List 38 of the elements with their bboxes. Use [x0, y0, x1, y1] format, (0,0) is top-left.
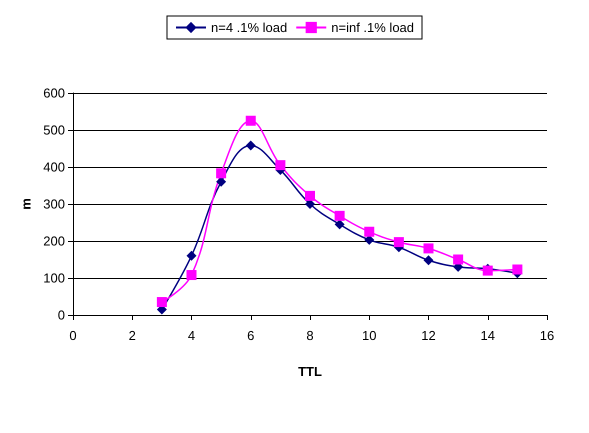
x-tick-label: 0 — [69, 328, 77, 343]
x-tick-label: 8 — [306, 328, 314, 343]
point — [186, 250, 196, 261]
point — [246, 116, 256, 126]
point — [424, 255, 434, 266]
point — [275, 160, 286, 170]
y-tick-label: 400 — [43, 160, 65, 174]
point — [186, 270, 196, 280]
point — [424, 243, 434, 254]
point — [156, 297, 167, 308]
y-tick-label: 600 — [43, 86, 65, 100]
y-tick-label: 100 — [43, 270, 65, 286]
point — [334, 219, 345, 230]
point — [216, 176, 226, 187]
point — [394, 237, 404, 248]
x-tick-label: 4 — [188, 328, 196, 343]
x-axis-title: TTL — [298, 364, 322, 379]
y-tick-label: 200 — [43, 234, 65, 248]
point — [364, 226, 374, 237]
point — [305, 190, 315, 201]
x-tick-label: 12 — [421, 328, 436, 343]
point — [453, 254, 464, 264]
legend-label: n=inf .1% load — [331, 20, 414, 35]
x-tick-label: 2 — [128, 328, 136, 343]
y-tick-label: 0 — [58, 308, 65, 322]
y-tick-label: 300 — [43, 196, 65, 212]
legend-label: n=4 .1% load — [210, 20, 288, 35]
point — [512, 264, 522, 274]
point — [305, 199, 315, 209]
x-tick-label: 10 — [362, 328, 376, 343]
x-tick-label: 6 — [247, 328, 254, 343]
y-axis-title: m — [18, 198, 34, 210]
x-tick-label: 14 — [480, 328, 495, 343]
y-tick-label: 500 — [43, 122, 65, 138]
point — [246, 140, 256, 151]
point — [334, 210, 345, 221]
point — [216, 168, 226, 178]
x-tick-label: 16 — [540, 328, 554, 343]
